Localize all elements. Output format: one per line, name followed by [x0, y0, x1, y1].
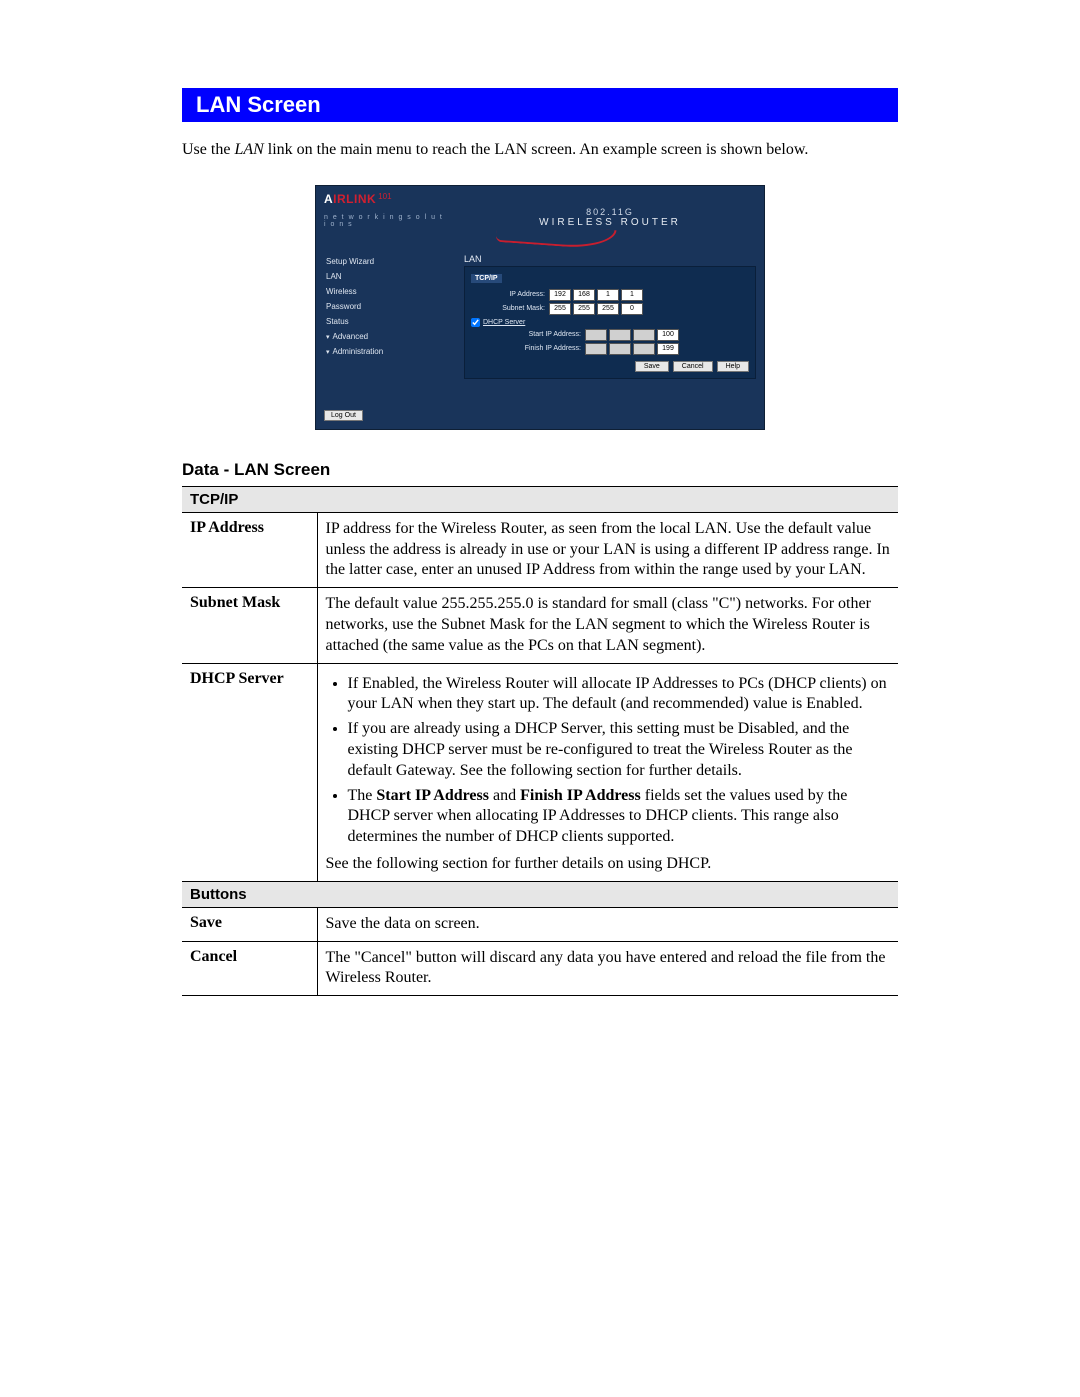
- intro-pre: Use the: [182, 141, 234, 158]
- nav-advanced[interactable]: Advanced: [326, 329, 446, 344]
- router-nav: Setup Wizard LAN Wireless Password Statu…: [316, 250, 456, 429]
- dhcp-note: See the following section for further de…: [326, 854, 891, 875]
- intro-em: LAN: [234, 141, 263, 158]
- table-row: Subnet Mask The default value 255.255.25…: [182, 588, 898, 663]
- section-buttons: Buttons: [182, 881, 898, 907]
- dhcp-server-label: DHCP Server: [483, 319, 525, 326]
- banner-line1: 802.11G: [586, 207, 634, 217]
- row-cancel-key: Cancel: [182, 941, 317, 996]
- row-ip-key: IP Address: [182, 512, 317, 587]
- table-row: DHCP Server If Enabled, the Wireless Rou…: [182, 663, 898, 881]
- start-ip-octet-4[interactable]: [657, 329, 679, 341]
- finish-ip-octet-3[interactable]: [633, 343, 655, 355]
- router-help-button[interactable]: Help: [717, 361, 749, 372]
- dhcp-server-checkbox[interactable]: [471, 318, 480, 327]
- router-save-button[interactable]: Save: [635, 361, 669, 372]
- nav-lan[interactable]: LAN: [326, 269, 446, 284]
- mask-octet-3[interactable]: [597, 303, 619, 315]
- row-ip-val: IP address for the Wireless Router, as s…: [317, 512, 898, 587]
- data-heading: Data - LAN Screen: [182, 460, 898, 480]
- start-ip-octet-1[interactable]: [585, 329, 607, 341]
- mask-octet-2[interactable]: [573, 303, 595, 315]
- row-dhcp-key: DHCP Server: [182, 663, 317, 881]
- intro-post: link on the main menu to reach the LAN s…: [264, 141, 809, 158]
- start-ip-octet-2[interactable]: [609, 329, 631, 341]
- logo-letter: A: [324, 192, 333, 206]
- dhcp-b3-mid: and: [489, 787, 520, 804]
- table-row: IP Address IP address for the Wireless R…: [182, 512, 898, 587]
- dhcp-b3-pre: The: [348, 787, 377, 804]
- section-tcpip: TCP/IP: [182, 486, 898, 512]
- logo-red: IRLINK: [333, 192, 376, 206]
- panel-section-label: TCP/IP: [471, 274, 502, 283]
- intro-text: Use the LAN link on the main menu to rea…: [182, 140, 898, 161]
- dhcp-b3-s1: Start IP Address: [376, 787, 489, 804]
- nav-wireless[interactable]: Wireless: [326, 284, 446, 299]
- dhcp-b3-s2: Finish IP Address: [520, 787, 641, 804]
- logout-button[interactable]: Log Out: [324, 410, 363, 421]
- dhcp-bullet-1: If Enabled, the Wireless Router will all…: [348, 674, 891, 716]
- mask-octet-4[interactable]: [621, 303, 643, 315]
- finish-ip-label: Finish IP Address:: [471, 345, 585, 352]
- row-mask-key: Subnet Mask: [182, 588, 317, 663]
- tcpip-panel: TCP/IP IP Address: Subnet Mask:: [464, 266, 756, 379]
- router-cancel-button[interactable]: Cancel: [673, 361, 713, 372]
- row-dhcp-val: If Enabled, the Wireless Router will all…: [317, 663, 898, 881]
- data-table: TCP/IP IP Address IP address for the Wir…: [182, 486, 898, 996]
- start-ip-label: Start IP Address:: [471, 331, 585, 338]
- ip-address-label: IP Address:: [471, 291, 549, 298]
- ip-octet-4[interactable]: [621, 289, 643, 301]
- row-cancel-val: The "Cancel" button will discard any dat…: [317, 941, 898, 996]
- router-screenshot: AIRLINK 101 n e t w o r k i n g s o l u …: [315, 185, 765, 430]
- subnet-mask-label: Subnet Mask:: [471, 305, 549, 312]
- ip-octet-3[interactable]: [597, 289, 619, 301]
- ip-octet-2[interactable]: [573, 289, 595, 301]
- logo-101: 101: [378, 192, 391, 201]
- row-save-val: Save the data on screen.: [317, 907, 898, 941]
- dhcp-bullet-2: If you are already using a DHCP Server, …: [348, 719, 891, 781]
- nav-password[interactable]: Password: [326, 299, 446, 314]
- mask-octet-1[interactable]: [549, 303, 571, 315]
- router-banner: 802.11G WIRELESS ROUTER: [456, 186, 764, 250]
- finish-ip-octet-1[interactable]: [585, 343, 607, 355]
- logo-tagline: n e t w o r k i n g s o l u t i o n s: [324, 214, 448, 228]
- nav-setup-wizard[interactable]: Setup Wizard: [326, 254, 446, 269]
- main-heading: LAN: [464, 254, 756, 264]
- ip-octet-1[interactable]: [549, 289, 571, 301]
- table-row: Cancel The "Cancel" button will discard …: [182, 941, 898, 996]
- table-row: Save Save the data on screen.: [182, 907, 898, 941]
- dhcp-bullet-3: The Start IP Address and Finish IP Addre…: [348, 786, 891, 848]
- start-ip-octet-3[interactable]: [633, 329, 655, 341]
- finish-ip-octet-4[interactable]: [657, 343, 679, 355]
- nav-status[interactable]: Status: [326, 314, 446, 329]
- finish-ip-octet-2[interactable]: [609, 343, 631, 355]
- page-title: LAN Screen: [182, 88, 898, 122]
- row-save-key: Save: [182, 907, 317, 941]
- row-mask-val: The default value 255.255.255.0 is stand…: [317, 588, 898, 663]
- nav-administration[interactable]: Administration: [326, 344, 446, 359]
- router-logo: AIRLINK 101 n e t w o r k i n g s o l u …: [316, 186, 456, 250]
